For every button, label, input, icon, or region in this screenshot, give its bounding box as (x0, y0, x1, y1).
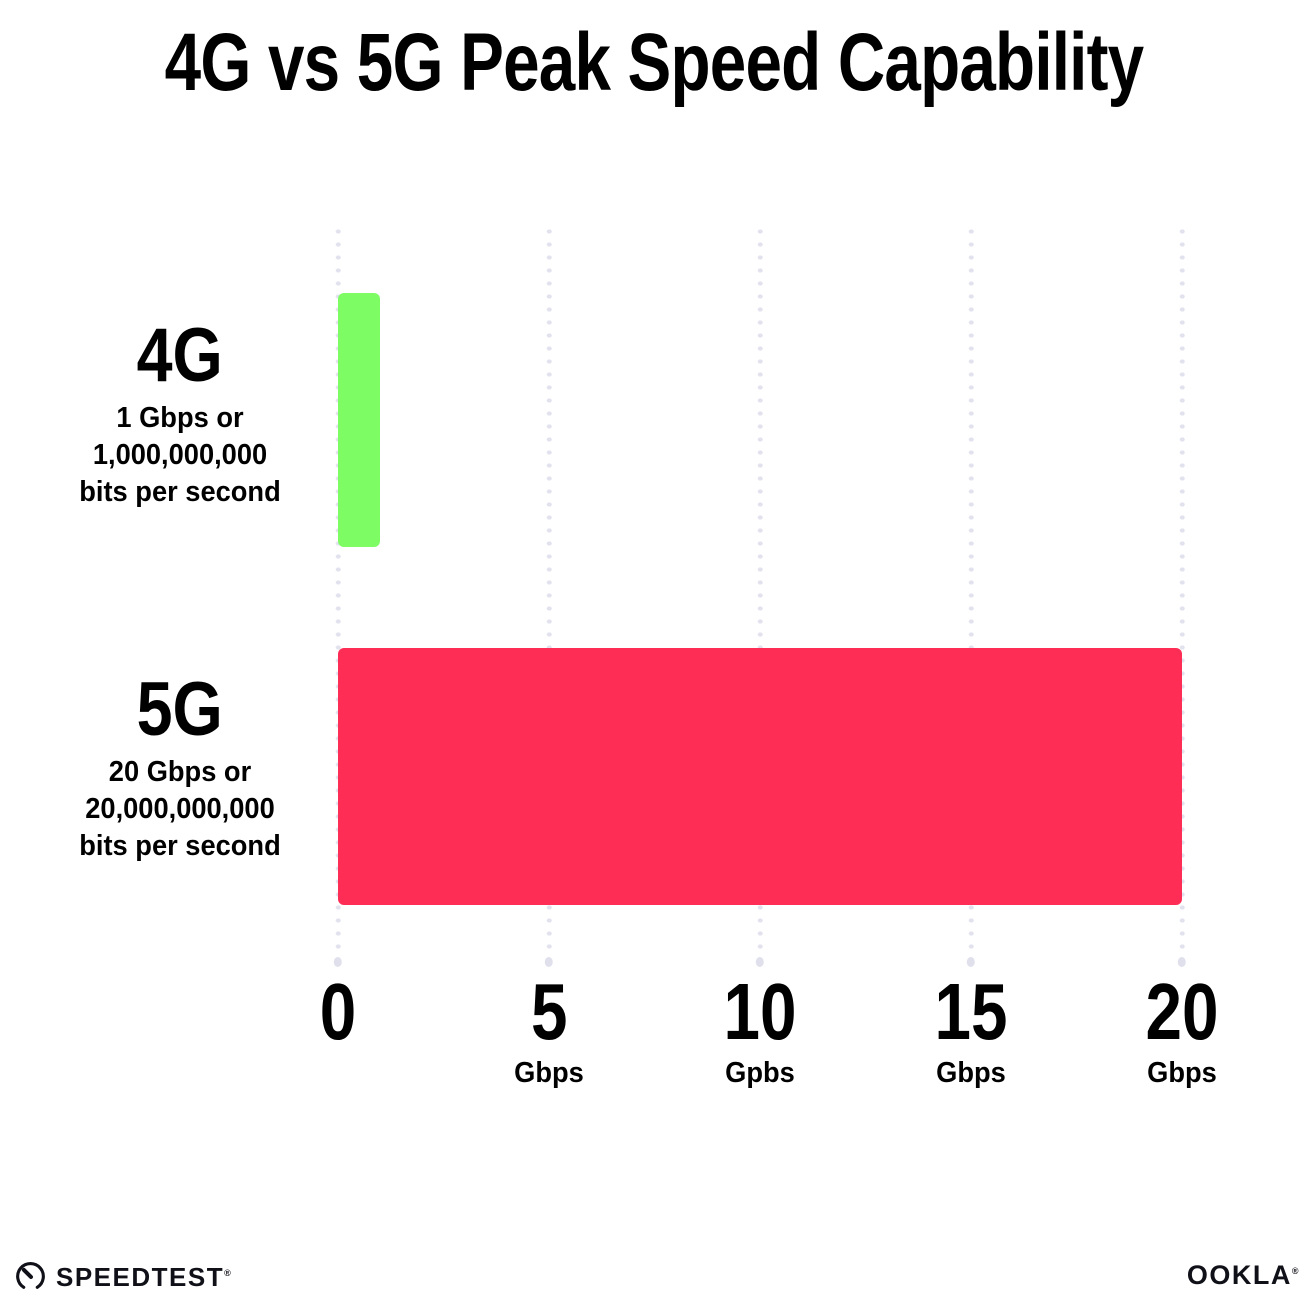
gridline (1179, 225, 1185, 958)
x-axis: 0 5 Gbps 10 Gpbs 15 Gbps 20 Gbps (320, 967, 1219, 1115)
x-tick-5: 5 Gbps (512, 967, 586, 1090)
gridline (757, 225, 763, 958)
bar-4g (338, 293, 381, 547)
ookla-logo: OOKLA® (1187, 1262, 1300, 1289)
plot-area (335, 225, 1185, 958)
sublabel-line: 1,000,000,000 (92, 439, 268, 471)
x-tick-number: 20 (1145, 967, 1219, 1056)
sublabel-line: 20,000,000,000 (85, 793, 275, 825)
x-tick-15: 15 Gbps (927, 967, 1016, 1090)
x-tick-number: 0 (319, 967, 357, 1056)
category-name-5g: 5G (136, 667, 224, 752)
category-sublabel-5g: 20 Gbps or 20,000,000,000 bits per secon… (39, 754, 321, 865)
sublabel-line: bits per second (79, 830, 281, 862)
speedometer-icon (16, 1262, 45, 1289)
speedtest-text: SPEEDTEST (56, 1261, 225, 1292)
sublabel-line: 20 Gbps or (108, 756, 252, 788)
x-tick-unit: Gpbs (725, 1057, 795, 1089)
sublabel-line: 1 Gbps or (116, 402, 244, 434)
ookla-trademark: ® (1291, 1266, 1300, 1276)
x-tick-10: 10 Gpbs (716, 967, 805, 1090)
x-tick-number: 15 (934, 967, 1008, 1056)
x-tick-unit: Gbps (936, 1057, 1006, 1089)
speedtest-trademark: ® (224, 1267, 233, 1278)
category-sublabel-4g: 1 Gbps or 1,000,000,000 bits per second (39, 400, 321, 511)
x-tick-number: 5 (530, 967, 568, 1056)
x-tick-0: 0 (316, 967, 361, 1057)
x-tick-unit: Gbps (1147, 1057, 1217, 1089)
ookla-wordmark: OOKLA® (1187, 1262, 1300, 1289)
x-tick-number: 10 (723, 967, 797, 1056)
x-tick-20: 20 Gbps (1138, 967, 1227, 1090)
gridline (335, 225, 341, 958)
category-label-4g: 4G 1 Gbps or 1,000,000,000 bits per seco… (30, 318, 330, 511)
x-tick-unit: Gbps (514, 1057, 584, 1089)
gridline (968, 225, 974, 958)
category-label-5g: 5G 20 Gbps or 20,000,000,000 bits per se… (30, 672, 330, 865)
speedtest-logo: SPEEDTEST® (14, 1260, 232, 1293)
sublabel-line: bits per second (79, 476, 281, 508)
chart-title: 4G vs 5G Peak Speed Capability (164, 17, 1144, 108)
gridline (546, 225, 552, 958)
ookla-text: OOKLA (1186, 1260, 1292, 1290)
speedtest-wordmark: SPEEDTEST® (56, 1264, 232, 1290)
category-name-4g: 4G (136, 313, 224, 398)
bar-5g (338, 648, 1182, 905)
